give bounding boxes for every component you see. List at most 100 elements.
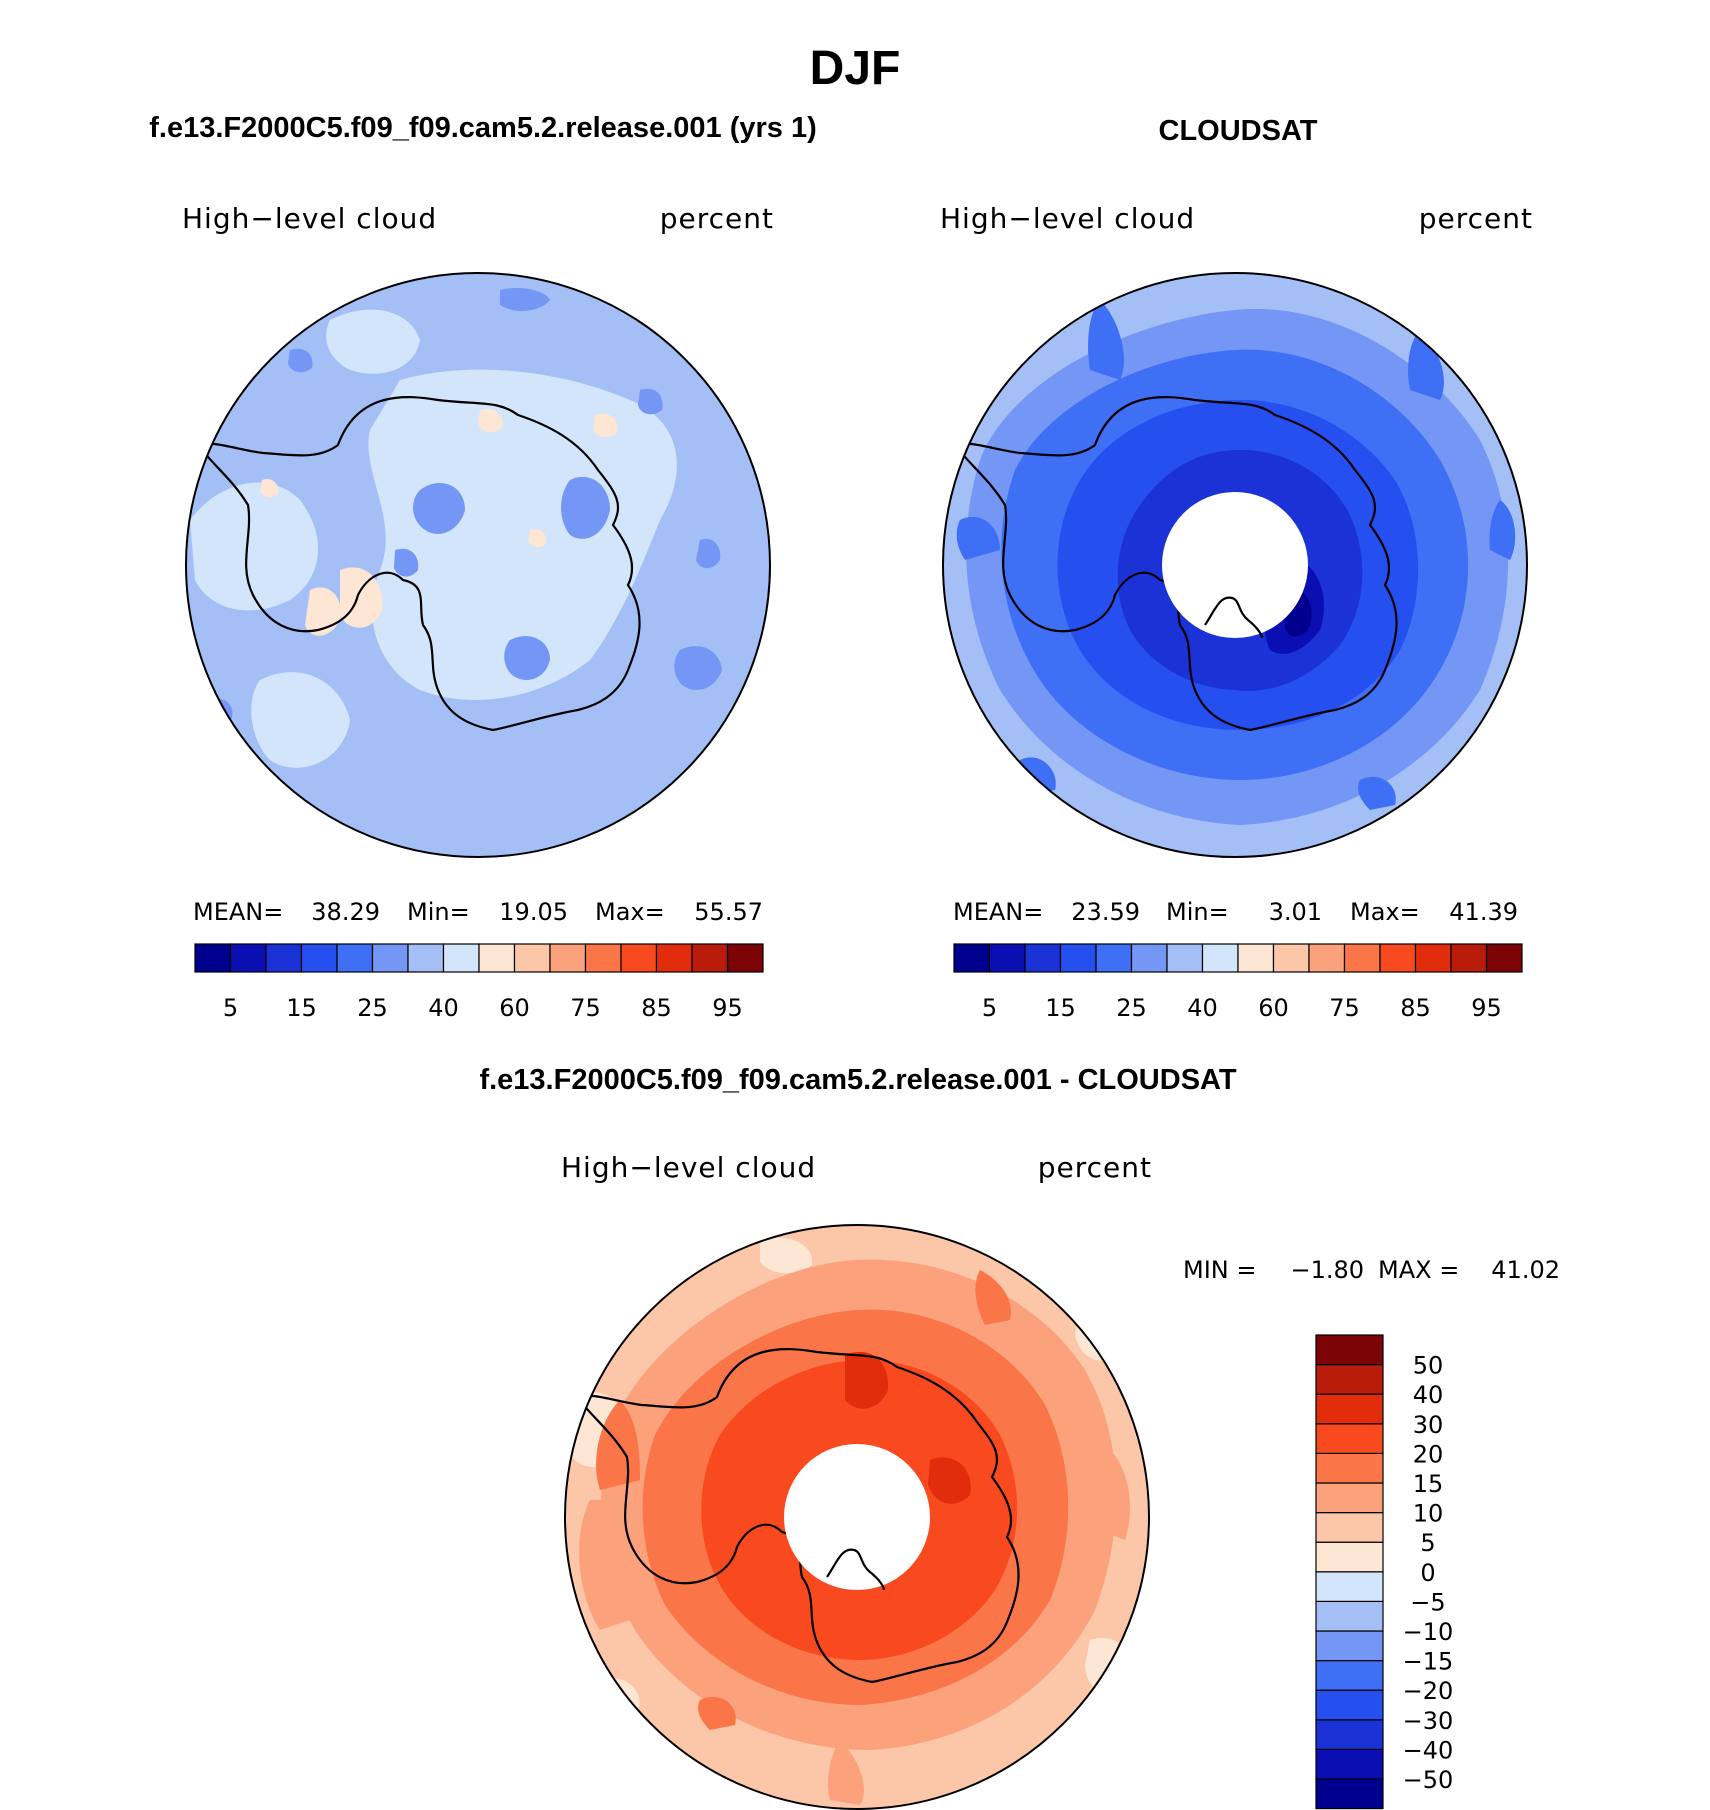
colorbar-box [442,943,480,973]
colorbar-tick-label: 20 [1413,1440,1444,1468]
model-mean-value: 38.29 [311,898,380,926]
diff-min-label: MIN = [1183,1256,1256,1284]
colorbar-tick-label: 5 [223,994,238,1022]
colorbar-box [371,943,409,973]
panel-obs-title: CLOUDSAT [1159,115,1318,147]
colorbar-box [1315,1511,1384,1543]
colorbar-box [265,943,303,973]
panel-model: f.e13.F2000C5.f09_f09.cam5.2.release.001… [149,112,816,1022]
panel-obs-map [943,273,1527,857]
colorbar-box [1343,943,1381,973]
panel-obs-map-outline [942,272,1528,858]
colorbar-box [1237,943,1275,973]
panel-obs-field-label: High−level cloud [940,202,1195,235]
colorbar-tick-label: 95 [712,994,743,1022]
colorbar-box [1166,943,1204,973]
colorbar-box [1315,1719,1384,1751]
model-max-value: 55.57 [694,898,763,926]
obs-streaks [956,300,1516,810]
colorbar-box [1315,1748,1384,1780]
colorbar-box [1059,943,1097,973]
colorbar-box [988,943,1026,973]
colorbar-box [1201,943,1239,973]
colorbar-box [1315,1393,1384,1425]
model-region-light-south [251,672,350,768]
colorbar-box [1485,943,1523,973]
colorbar-box [549,943,587,973]
obs-min-value: 3.01 [1269,898,1322,926]
panel-diff-map-outline [564,1224,1150,1810]
obs-max-value: 41.39 [1449,898,1518,926]
colorbar-box [1315,1452,1384,1484]
colorbar-tick-label: 30 [1413,1411,1444,1439]
panel-obs-units-label: percent [1419,202,1533,235]
panel-diff-stats: MIN = −1.80 MAX = 41.02 [1183,1256,1560,1284]
panel-model-map [186,273,770,857]
colorbar-box [1308,943,1346,973]
colorbar-box [1095,943,1133,973]
colorbar-tick-label: −10 [1403,1618,1454,1646]
colorbar-tick-label: 15 [1045,994,1076,1022]
colorbar-box [229,943,267,973]
model-max-label: Max= [595,898,665,926]
colorbar-box [1272,943,1310,973]
colorbar-tick-label: 15 [1413,1470,1444,1498]
panel-model-stats: MEAN= 38.29 Min= 19.05 Max= 55.57 [193,898,763,926]
colorbar-box [1315,1541,1384,1573]
panel-diff-map [565,1225,1149,1809]
colorbar-box [1315,1778,1384,1810]
colorbar-box [1414,943,1452,973]
colorbar-box [1315,1423,1384,1455]
colorbar-tick-label: 0 [1420,1559,1435,1587]
colorbar-box [1379,943,1417,973]
diff-streaks-medium [579,1450,1130,1805]
colorbar-box [1315,1659,1384,1691]
colorbar-tick-label: −20 [1403,1677,1454,1705]
colorbar-tick-label: 95 [1471,994,1502,1022]
model-mean-label: MEAN= [193,898,283,926]
colorbar-box [584,943,622,973]
panel-diff: f.e13.F2000C5.f09_f09.cam5.2.release.001… [479,1064,1560,1810]
panel-model-field-label: High−level cloud [182,202,437,235]
colorbar-tick-label: −15 [1403,1648,1454,1676]
colorbar-tick-label: 40 [1187,994,1218,1022]
colorbar-box [1315,1689,1384,1721]
model-region-light [368,369,677,700]
panel-model-map-outline [185,272,771,858]
diff-min-value: −1.80 [1290,1256,1364,1284]
colorbar-box [478,943,516,973]
obs-mean-value: 23.59 [1071,898,1140,926]
colorbar-tick-label: 75 [1329,994,1360,1022]
colorbar-box [1450,943,1488,973]
diff-regions-max [845,1351,971,1504]
obs-mean-label: MEAN= [953,898,1043,926]
colorbar-tick-label: 10 [1413,1500,1444,1528]
panel-model-title: f.e13.F2000C5.f09_f09.cam5.2.release.001… [149,112,816,144]
colorbar-box [336,943,374,973]
colorbar-box [407,943,445,973]
panel-obs-colorbar: 5 15 25 40 60 75 85 95 [953,943,1523,1022]
colorbar-tick-label: 25 [357,994,388,1022]
model-min-value: 19.05 [499,898,568,926]
colorbar-box [1024,943,1062,973]
colorbar-tick-label: 50 [1413,1352,1444,1380]
colorbar-tick-label: 40 [428,994,459,1022]
colorbar-box [1315,1630,1384,1662]
colorbar-box [194,943,232,973]
panel-model-units-label: percent [660,202,774,235]
obs-max-label: Max= [1350,898,1420,926]
obs-coast-in-cap [1204,596,1264,639]
model-region-light-west [190,482,319,611]
colorbar-tick-label: 85 [1400,994,1431,1022]
panel-diff-units-label: percent [1038,1151,1152,1184]
colorbar-tick-label: 5 [1420,1529,1435,1557]
panel-obs-stats: MEAN= 23.59 Min= 3.01 Max= 41.39 [953,898,1518,926]
diff-missing-cap [784,1444,930,1590]
figure-title: DJF [810,42,901,95]
colorbar-box [300,943,338,973]
colorbar-tick-label: −30 [1403,1707,1454,1735]
colorbar-tick-label: 5 [982,994,997,1022]
colorbar-box [655,943,693,973]
model-min-label: Min= [407,898,470,926]
